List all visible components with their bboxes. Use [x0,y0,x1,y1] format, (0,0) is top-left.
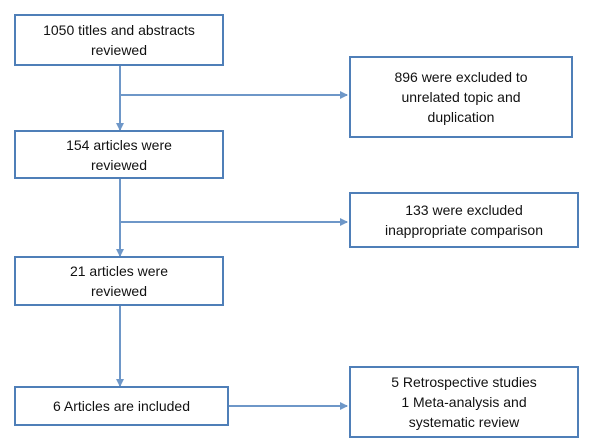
step-articles-reviewed-21: 21 articles were reviewed [14,256,224,306]
included-study-breakdown: 5 Retrospective studies 1 Meta-analysis … [349,366,579,438]
box-line: reviewed [90,156,147,173]
box-line: 133 were excluded [405,202,523,218]
box-line: reviewed [90,42,147,58]
excluded-inappropriate-comparison: 133 were excluded inappropriate comparis… [349,192,579,248]
box-line: 21 articles were [69,263,169,279]
box-line: duplication [427,109,495,125]
step-articles-included: 6 Articles are included [14,386,229,426]
box-line: 1050 titles and abstracts [43,22,195,38]
excluded-unrelated-duplication: 896 were excluded to unrelated topic and… [349,56,573,138]
box-line: unrelated topic and [401,89,521,105]
step-articles-reviewed-154: 154 articles were reviewed [14,130,224,179]
box-line: 5 Retrospective studies [391,374,537,390]
box-line: 896 were excluded to [394,69,528,85]
box-line: 6 Articles are included [53,398,190,414]
box-line: 1 Meta-analysis and [401,394,527,410]
box-line: inappropriate comparison [385,222,543,238]
box-line: reviewed [90,283,147,299]
step-titles-abstracts-reviewed: 1050 titles and abstracts reviewed [14,14,224,66]
box-line: 154 articles were [66,136,172,153]
box-line: systematic review [408,414,520,430]
